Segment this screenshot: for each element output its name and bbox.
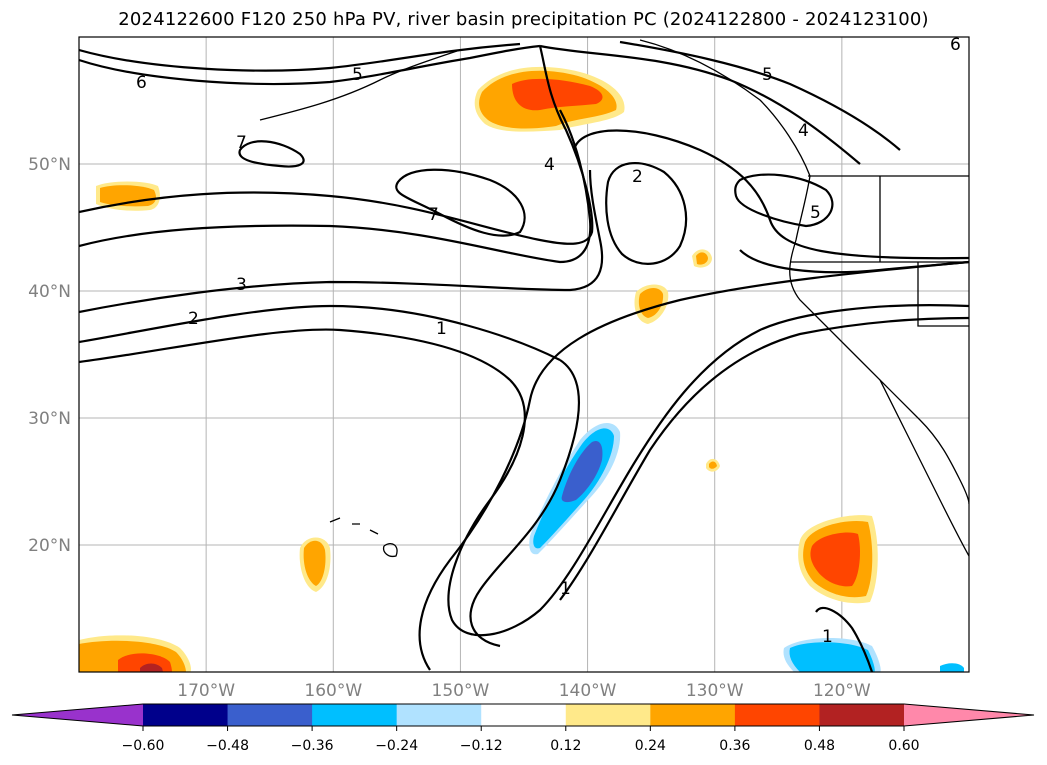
contour-label: 6	[950, 35, 961, 55]
longitude-label: 160°W	[304, 681, 362, 701]
pv-contours	[79, 40, 969, 672]
contour-label: 5	[810, 203, 821, 223]
pv-contour-5-north	[79, 44, 541, 86]
precip-blob-tiny-mid	[709, 461, 717, 469]
contour-label: 1	[560, 579, 571, 599]
contour-label: 2	[632, 167, 643, 187]
colorbar-tick-label: 0.60	[888, 738, 919, 754]
pv-contour-7-central	[395, 168, 526, 237]
baja-peninsula	[879, 379, 969, 557]
hawaii-islands	[329, 517, 398, 558]
colorbar-tick-label: −0.36	[291, 738, 334, 754]
colorbar-tick-label: 0.36	[719, 738, 750, 754]
colorbar-segment	[143, 704, 229, 726]
coastline-north-america	[639, 39, 969, 505]
contour-label: 5	[762, 65, 773, 85]
contour-label: 1	[822, 627, 833, 647]
colorbar-segment	[565, 704, 651, 726]
pv-contour-7-west	[238, 140, 305, 168]
latitude-label: 50°N	[28, 155, 71, 175]
colorbar-segment	[396, 704, 482, 726]
pv-contour-northern-jet	[79, 45, 594, 245]
pv-contour-1-east-outer	[559, 316, 969, 601]
precip-neg-band-core	[561, 440, 603, 503]
precip-neg-south-mid	[789, 642, 875, 672]
colorbar-tick-label: 0.48	[804, 738, 835, 754]
colorbar: −0.60 −0.48 −0.36 −0.24 −0.12 0.12 0.24 0.36 0.4…	[11, 703, 1035, 754]
colorbar-tick-label: 0.24	[635, 738, 666, 754]
precip-blob-sw-corner-dark	[140, 663, 163, 672]
coastlines	[259, 39, 969, 558]
colorbar-segment	[650, 704, 736, 726]
latitude-labels: 50°N 40°N 30°N 20°N	[28, 155, 71, 556]
pv-contour-jet-3	[79, 169, 604, 314]
colorbar-segment	[734, 704, 820, 726]
contour-label: 4	[544, 155, 555, 175]
map-frame	[78, 36, 970, 673]
pv-contour-closed-5	[734, 173, 834, 228]
pv-contour-jet-2	[79, 109, 592, 264]
contour-label: 5	[352, 65, 363, 85]
latitude-label: 30°N	[28, 409, 71, 429]
pv-contour-1-trough	[469, 359, 580, 648]
pv-contour-east-inner	[739, 249, 969, 274]
colorbar-segment	[819, 704, 905, 726]
contour-label: 7	[236, 133, 247, 153]
colorbar-segment	[227, 704, 313, 726]
contour-label: 6	[136, 73, 147, 93]
colorbar-extend-high	[904, 704, 1034, 726]
contour-label: 4	[798, 121, 809, 141]
colorbar-segment	[481, 704, 567, 726]
colorbar-tick-label: −0.48	[206, 738, 249, 754]
longitude-labels: 170°W 160°W 150°W 140°W 130°W 120°W	[177, 681, 871, 701]
longitude-label: 150°W	[432, 681, 490, 701]
contour-label: 2	[188, 309, 199, 329]
colorbar-tick-label: −0.24	[375, 738, 418, 754]
pv-contour-1-west	[79, 304, 969, 637]
longitude-label: 140°W	[559, 681, 617, 701]
colorbar-tick-label: 0.12	[550, 738, 581, 754]
contour-labels: 6 5 5 4 4 7 7 2 2 3 1 1 1 5 6	[136, 35, 961, 647]
latitude-label: 20°N	[28, 536, 71, 556]
pv-contour-2-closed	[605, 162, 688, 265]
map-title: 2024122600 F120 250 hPa PV, river basin …	[118, 9, 929, 30]
pv-contour-5	[619, 40, 901, 151]
precip-neg-se-corner	[940, 663, 964, 672]
precip-blob-gulf-alaska-core	[512, 78, 603, 111]
contour-label: 1	[436, 319, 447, 339]
latitude-label: 40°N	[28, 282, 71, 302]
precip-blob-offshore-b-mid	[696, 252, 708, 265]
longitude-label: 120°W	[813, 681, 871, 701]
pv-contour-6	[79, 42, 521, 72]
colorbar-segment	[312, 704, 398, 726]
longitude-label: 170°W	[177, 681, 235, 701]
coastline-alaska-islands	[259, 49, 461, 121]
pv-contour-east-ridge	[572, 129, 969, 260]
precip-blob-hawaii-mid	[303, 540, 326, 586]
precip-blob-mexico-core	[810, 532, 860, 587]
contour-label: 3	[236, 275, 247, 295]
colorbar-tick-label: −0.12	[460, 738, 503, 754]
pv-contour-jet-2-label	[79, 304, 561, 361]
longitude-label: 130°W	[686, 681, 744, 701]
state-border-interior	[879, 176, 969, 327]
pv-contour-1-outer	[418, 260, 969, 671]
pv-contour-se-1	[815, 606, 874, 672]
colorbar-tick-label: −0.60	[122, 738, 165, 754]
contour-label: 7	[428, 205, 439, 225]
colorbar-extend-low	[12, 704, 143, 726]
